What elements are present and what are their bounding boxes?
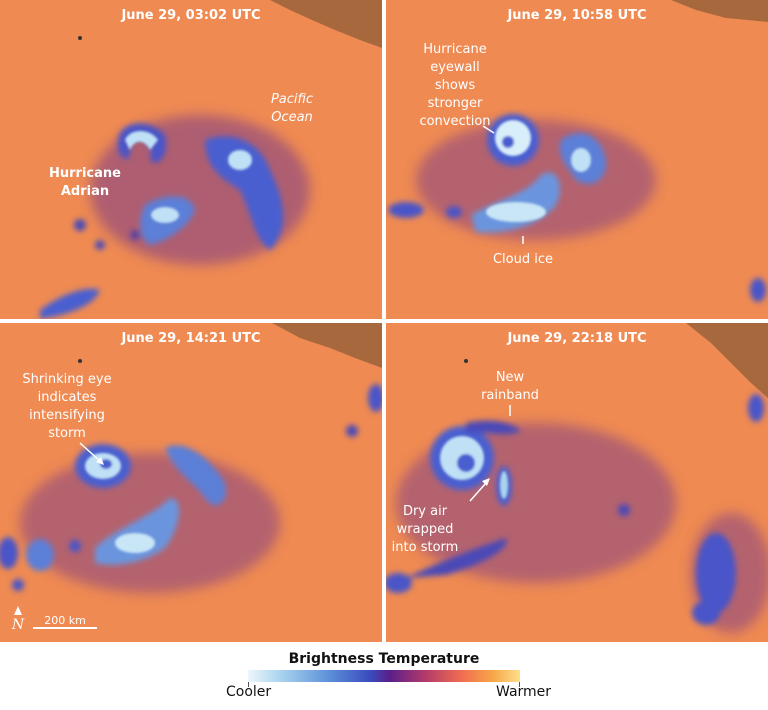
- label-line: indicates: [38, 390, 97, 405]
- panel-1058: June 29, 10:58 UTC Hurricane eyewall sho…: [386, 0, 768, 319]
- island-marker: [78, 36, 82, 40]
- panel-1421: June 29, 14:21 UTC Shrinking eye indicat…: [0, 323, 382, 642]
- coastline-land: [270, 0, 382, 48]
- cold-cloud-tops: [125, 131, 252, 223]
- legend-title: Brightness Temperature: [288, 651, 480, 667]
- timestamp: June 29, 14:21 UTC: [120, 331, 260, 346]
- label-eyewall: Hurricane eyewall shows stronger convect…: [419, 42, 490, 129]
- pointer-arrow: [469, 482, 487, 502]
- island-marker: [78, 359, 82, 363]
- panel-2218: June 29, 22:18 UTC New rainband Dry air …: [386, 323, 768, 642]
- label-pacific: Pacific: [271, 92, 313, 107]
- north-label: N: [11, 617, 25, 633]
- coastline-land: [686, 323, 768, 398]
- label-dry-air-line1: Dry air: [403, 504, 448, 519]
- timestamp: June 29, 10:58 UTC: [506, 8, 646, 23]
- label-dry-air-line3: into storm: [392, 540, 459, 555]
- label-line: convection: [419, 114, 490, 129]
- label-line: storm: [48, 426, 86, 441]
- north-arrow-icon: N: [11, 606, 25, 633]
- scale-bar-label: 200 km: [44, 614, 86, 627]
- legend-tick-high: [519, 682, 520, 687]
- label-line: eyewall: [430, 60, 480, 75]
- timestamp: June 29, 03:02 UTC: [120, 8, 260, 23]
- label-line: stronger: [428, 96, 483, 111]
- cold-cloud-tops: [486, 120, 591, 222]
- label-line: shows: [435, 78, 476, 93]
- label-cloud-ice: Cloud ice: [493, 252, 553, 267]
- label-ocean: Ocean: [271, 110, 313, 125]
- cold-cloud-tops: [440, 436, 508, 499]
- label-shrinking-eye: Shrinking eye indicates intensifying sto…: [22, 372, 111, 441]
- storm-clouds: [0, 384, 382, 591]
- label-hurricane-adrian-line2: Adrian: [61, 184, 109, 199]
- pointer-line: [482, 125, 495, 134]
- panel-0302: June 29, 03:02 UTC Hurricane Adrian Paci…: [0, 0, 382, 319]
- legend-color-bar: [248, 670, 520, 682]
- island-marker: [464, 359, 468, 363]
- label-new-rainband-line2: rainband: [481, 388, 539, 403]
- label-dry-air-line2: wrapped: [397, 522, 454, 537]
- coastline-land: [272, 323, 382, 368]
- label-line: Hurricane: [423, 42, 486, 57]
- pointer-arrow: [79, 442, 101, 462]
- arrowhead: [482, 478, 490, 486]
- cold-cloud-tops: [85, 453, 155, 553]
- legend-high-label: Warmer: [496, 684, 552, 700]
- label-hurricane-adrian-line1: Hurricane: [49, 166, 121, 181]
- legend-tick-low: [248, 682, 249, 687]
- timestamp: June 29, 22:18 UTC: [506, 331, 646, 346]
- legend-low-label: Cooler: [226, 684, 272, 700]
- coastline-land: [671, 0, 768, 22]
- label-line: intensifying: [29, 408, 105, 423]
- arrowhead: [96, 457, 104, 465]
- label-new-rainband-line1: New: [496, 370, 525, 385]
- label-line: Shrinking eye: [22, 372, 111, 387]
